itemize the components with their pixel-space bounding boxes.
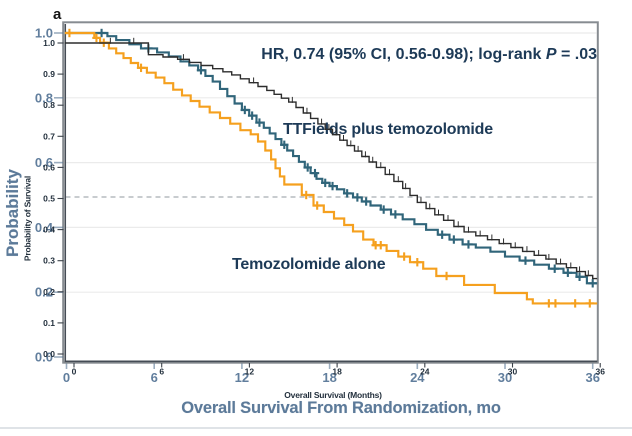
p-symbol: P: [545, 46, 557, 63]
series-label-temozolomide: Temozolomide alone: [232, 256, 386, 273]
y-tick-label-large: 1.0: [35, 26, 53, 41]
x-tick-label-small: 12: [245, 367, 255, 377]
x-tick-label-large: 30: [498, 370, 512, 385]
y-tick-label-large: 0.0: [35, 350, 53, 365]
km-curve-ttfields: [64, 31, 598, 285]
x-axis-label-small: Overall Survival (Months): [284, 390, 382, 400]
y-tick-label-small: 0.7: [43, 131, 55, 141]
hr-annotation: HR, 0.74 (95% CI, 0.56-0.98); log-rank P…: [261, 46, 597, 64]
x-tick-label-large: 6: [151, 370, 158, 385]
km-curve-overlay: [64, 42, 598, 280]
x-tick-label-large: 18: [322, 370, 336, 385]
x-tick-label-small: 0: [72, 367, 77, 377]
bottom-divider: [0, 427, 632, 429]
x-tick-label-small: 36: [595, 367, 605, 377]
y-tick-label-large: 0.6: [35, 155, 53, 170]
y-tick-label-small: 0.1: [43, 318, 55, 328]
x-tick-label-small: 6: [159, 367, 164, 377]
y-tick-label-small: 0.2: [43, 287, 55, 297]
x-tick-label-small: 18: [332, 367, 342, 377]
x-tick-label-large: 0: [63, 370, 70, 385]
y-tick-label-large: 0.8: [35, 90, 53, 105]
x-tick-label-small: 24: [420, 367, 430, 377]
hr-annotation-text: HR, 0.74 (95% CI, 0.56-0.98); log-rank: [261, 46, 546, 63]
y-tick-label-small: 0.5: [43, 194, 55, 204]
p-value: = .03: [556, 46, 597, 63]
y-tick-label-small: 1.0: [43, 38, 55, 48]
y-tick-label-small: 0.4: [43, 225, 55, 235]
x-tick-label-large: 12: [235, 370, 249, 385]
plot-frame: [62, 21, 599, 364]
y-tick-label-small: 0.3: [43, 256, 55, 266]
y-tick-label-small: 0.8: [43, 100, 55, 110]
y-tick-label-large: 0.2: [35, 285, 53, 300]
y-tick-label-small: 0.0: [43, 349, 55, 359]
x-tick-label-large: 24: [410, 370, 425, 385]
y-tick-label-small: 0.6: [43, 162, 55, 172]
series-label-ttfields: TTFields plus temozolomide: [283, 121, 493, 138]
y-tick-label-large: 0.4: [35, 220, 54, 235]
km-curve-tmz: [64, 31, 598, 305]
y-tick-label-small: 0.9: [43, 69, 55, 79]
x-tick-label-large: 36: [585, 370, 599, 385]
x-tick-label-small: 30: [508, 367, 518, 377]
x-axis-label-large: Overall Survival From Randomization, mo: [181, 399, 501, 417]
panel-label: a: [53, 6, 62, 23]
